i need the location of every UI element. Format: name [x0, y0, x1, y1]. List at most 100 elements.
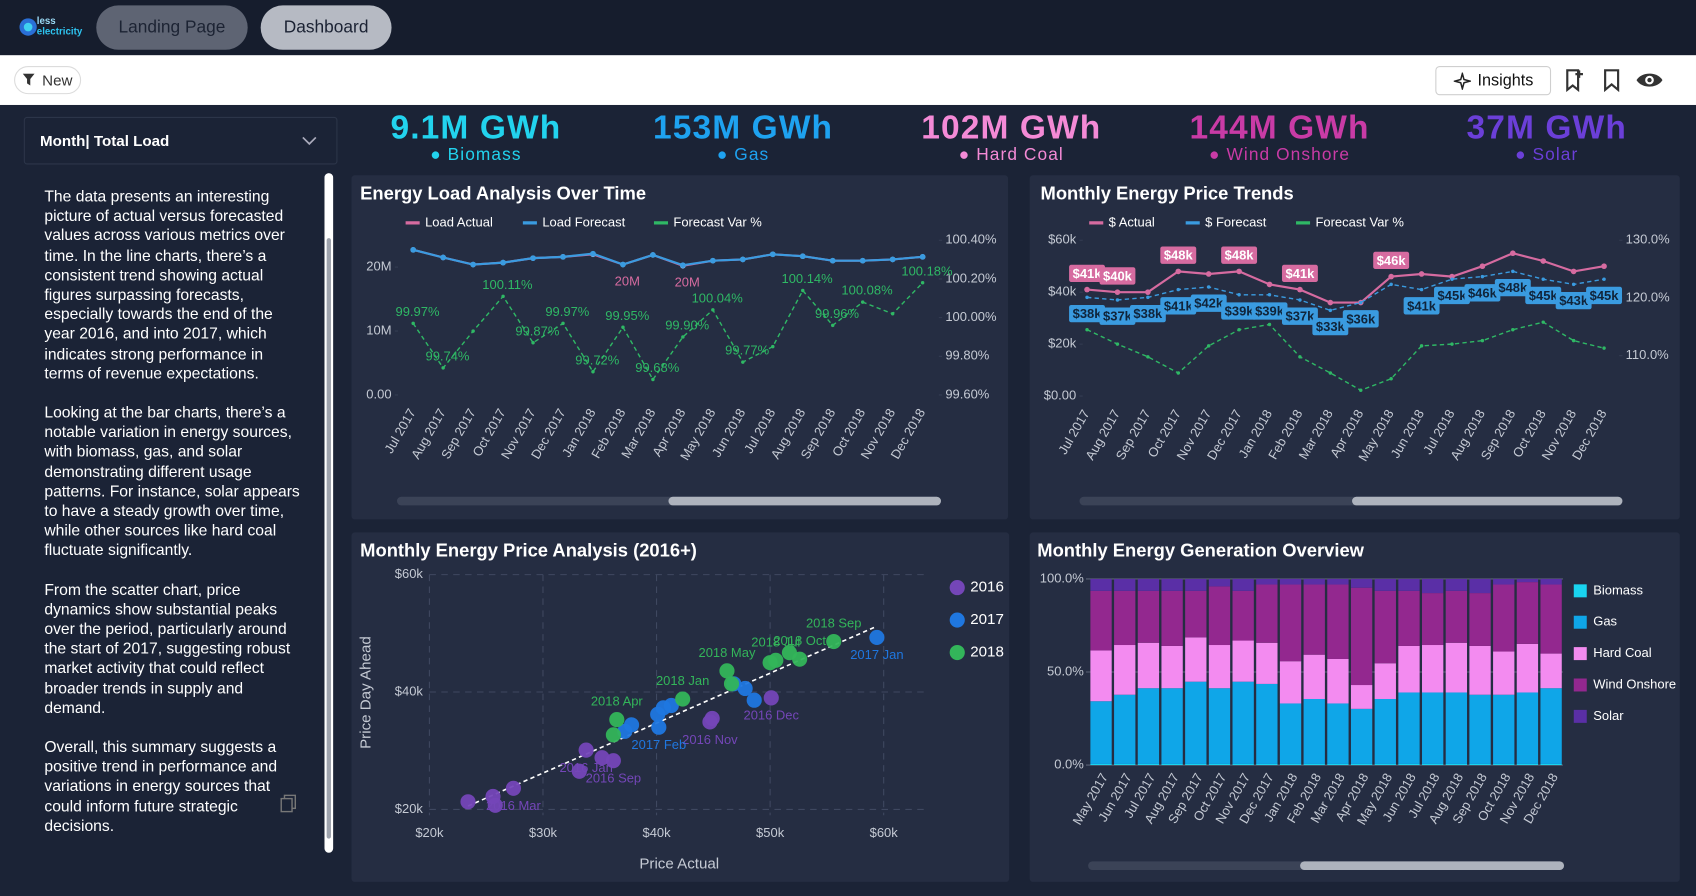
point — [768, 652, 784, 668]
paragraph: Overall, this summary suggests a positiv… — [44, 739, 278, 836]
point — [801, 288, 805, 293]
point — [1205, 271, 1212, 277]
filter-button[interactable]: New — [14, 66, 82, 95]
point — [1236, 268, 1242, 275]
data-label: $39k — [1225, 304, 1255, 319]
kpi: 9.1M GWh ● Biomass — [335, 108, 616, 164]
bar-segment — [1422, 763, 1444, 766]
legend-label: $ Actual — [1109, 214, 1155, 229]
bar-segment — [1350, 685, 1373, 709]
header: less electricity Landing Page Dashboard — [0, 0, 1696, 56]
point — [594, 750, 610, 766]
y-tick-label: 100.0% — [1040, 570, 1084, 585]
legend-swatch — [1573, 709, 1587, 723]
bar-segment — [1350, 587, 1373, 686]
data-label: $38k — [1073, 306, 1103, 321]
data-label: $48k — [1164, 248, 1194, 263]
point — [605, 753, 621, 769]
point — [1570, 268, 1577, 275]
y-tick-label: $20k — [395, 801, 424, 816]
point — [621, 325, 625, 330]
data-label: 100.08% — [841, 283, 893, 298]
bar-segment — [1279, 703, 1302, 764]
point — [681, 335, 685, 339]
scrollbar-track[interactable] — [324, 173, 334, 853]
paragraph: Looking at the bar charts, there’s a not… — [44, 404, 300, 560]
point — [1480, 338, 1485, 343]
data-label: $48k — [1498, 280, 1528, 295]
label-box — [1586, 286, 1623, 305]
insights-button[interactable]: Insights — [1435, 66, 1552, 96]
scrollbar-thumb[interactable] — [1352, 496, 1623, 506]
label-box — [1069, 304, 1105, 323]
bar-segment — [1540, 584, 1562, 654]
bar-segment — [1232, 640, 1254, 682]
bar-segment — [1516, 763, 1539, 766]
bar-segment — [1493, 578, 1515, 585]
kpi-label-text: Wind Onshore — [1226, 146, 1351, 165]
point — [1479, 263, 1486, 270]
y2-tick-label: 99.80% — [945, 348, 989, 363]
point — [1419, 287, 1424, 292]
bar-segment — [1327, 578, 1349, 585]
bookmark-icon[interactable] — [1602, 68, 1621, 92]
add-bookmark-icon[interactable] — [1564, 68, 1586, 92]
y2-tick-label: 100.00% — [945, 309, 997, 324]
point — [1359, 300, 1363, 305]
label-box — [1160, 246, 1197, 264]
legend-label: $ Forecast — [1205, 214, 1267, 229]
scrollbar-thumb[interactable] — [1300, 861, 1565, 871]
label-box — [1129, 304, 1166, 323]
point — [792, 651, 808, 667]
point — [1297, 286, 1303, 293]
point — [623, 717, 640, 733]
point-label: 2018 Apr — [591, 694, 644, 709]
data-label: 100.04% — [692, 290, 744, 305]
point — [440, 254, 446, 261]
point — [1175, 268, 1182, 275]
bar-segment — [1114, 763, 1136, 766]
legend-swatch — [1573, 584, 1587, 598]
tab[interactable]: Landing Page — [96, 5, 248, 50]
bar-segment — [1540, 688, 1562, 764]
legend-label: Gas — [1593, 614, 1617, 629]
label-box — [1281, 307, 1318, 325]
point — [1146, 295, 1150, 300]
bar-segment — [1516, 582, 1539, 644]
point — [1480, 274, 1485, 279]
eye-icon[interactable] — [1635, 70, 1663, 89]
tab[interactable]: Dashboard — [260, 5, 392, 50]
data-label: $41k — [1407, 298, 1437, 313]
point — [869, 629, 885, 645]
point — [704, 710, 720, 726]
data-label: $46k — [1377, 253, 1407, 268]
label-box — [1494, 278, 1531, 297]
copy-icon[interactable] — [280, 794, 297, 813]
dropdown[interactable]: Month| Total Load — [23, 116, 338, 165]
kpi-icon: ● — [1515, 146, 1533, 165]
kpi: 37M GWh ● Solar — [1406, 108, 1687, 164]
trend-line — [467, 625, 878, 807]
scrollbar-thumb[interactable] — [326, 238, 331, 839]
data-label: $33k — [1316, 319, 1346, 334]
point-label: 2018 Oct — [773, 633, 826, 648]
bar-segment — [1469, 645, 1491, 695]
point — [1419, 344, 1424, 348]
scrollbar-thumb[interactable] — [668, 496, 942, 506]
point — [530, 255, 536, 261]
bar-segment — [1350, 708, 1373, 764]
label-box — [1555, 291, 1592, 310]
point — [680, 262, 686, 268]
y-tick-label: $60k — [395, 566, 424, 581]
point — [1115, 298, 1120, 302]
legend-label: 2018 — [970, 644, 1004, 661]
bar-segment — [1540, 653, 1562, 689]
label-box — [1281, 264, 1318, 283]
bar-segment — [1327, 703, 1349, 764]
point — [711, 308, 715, 312]
kpi-icon: ● — [430, 146, 448, 165]
point — [1206, 285, 1211, 289]
point — [1327, 299, 1334, 306]
y-tick-label: $40k — [1048, 284, 1077, 299]
data-label: 100.18% — [901, 263, 953, 278]
